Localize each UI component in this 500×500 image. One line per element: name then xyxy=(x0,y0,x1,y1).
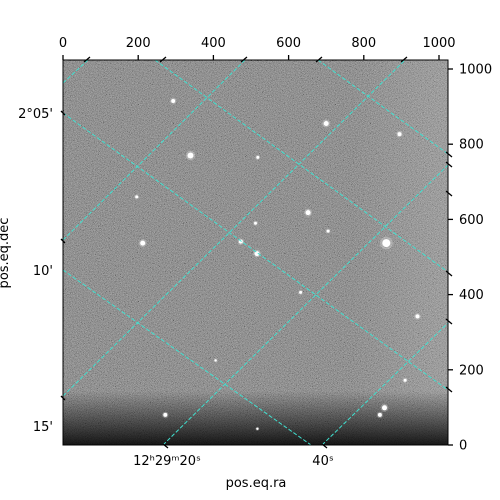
star-point xyxy=(382,405,387,411)
plot-frame xyxy=(62,59,449,446)
pixel-y-tick-label: 0 xyxy=(459,439,467,454)
pixel-y-tick-label: 200 xyxy=(459,363,484,378)
star-point xyxy=(403,378,407,382)
star-point xyxy=(382,239,391,248)
pixel-y-tick-label: 400 xyxy=(459,288,484,303)
dec-tick-label: 10' xyxy=(33,264,53,279)
dec-tick-labels: 2°05' 10' 15' xyxy=(18,107,53,435)
star-point xyxy=(214,359,217,362)
star-field xyxy=(134,97,421,431)
pixel-y-tick-labels: 0 200 400 600 800 1000 xyxy=(459,63,492,454)
dec-grid-line xyxy=(321,322,448,445)
x-axis-label: pos.eq.ra xyxy=(226,476,287,491)
ra-grid-line xyxy=(63,112,448,391)
star-point xyxy=(163,412,168,417)
dec-grid-line xyxy=(63,60,246,241)
pixel-x-tick-label: 1000 xyxy=(422,36,455,51)
pixel-x-tick-label: 600 xyxy=(276,36,301,51)
star-point xyxy=(415,314,420,319)
pixel-x-tick-labels: 0 200 400 600 800 1000 xyxy=(59,36,456,51)
dec-tick-label: 15' xyxy=(33,420,53,435)
star-point xyxy=(256,427,259,430)
pixel-y-tick-label: 1000 xyxy=(459,63,492,78)
ra-tick-label: 12ʰ29ᵐ20ˢ xyxy=(133,454,201,469)
ra-grid-line xyxy=(317,60,448,155)
pixel-x-tick-label: 400 xyxy=(201,36,226,51)
ra-grid-line xyxy=(154,60,448,273)
coordinate-grid xyxy=(63,60,448,445)
pixel-x-tick-label: 0 xyxy=(59,36,67,51)
star-point xyxy=(254,221,257,225)
star-point xyxy=(187,152,194,159)
pixel-x-tick-label: 800 xyxy=(351,36,376,51)
ra-tick-label: 40ˢ xyxy=(312,454,334,469)
dec-grid-line xyxy=(63,60,406,397)
frame-ticks xyxy=(60,55,453,449)
star-point xyxy=(377,412,382,417)
y-axis-label: pos.eq.dec xyxy=(0,218,12,289)
star-point xyxy=(323,121,329,126)
dec-tick-label: 2°05' xyxy=(18,107,53,122)
star-point xyxy=(256,155,260,159)
star-point xyxy=(254,251,260,257)
star-point xyxy=(326,229,330,233)
pixel-y-tick-label: 800 xyxy=(459,138,484,153)
star-point xyxy=(140,240,146,246)
star-point xyxy=(299,290,303,294)
star-point xyxy=(305,210,311,216)
ra-tick-labels: 12ʰ29ᵐ20ˢ 40ˢ xyxy=(133,454,334,469)
star-point xyxy=(171,99,176,103)
star-point xyxy=(397,132,402,137)
star-point xyxy=(135,195,139,199)
dec-grid-line xyxy=(162,164,448,445)
pixel-x-tick-label: 200 xyxy=(126,36,151,51)
ra-grid-line xyxy=(63,269,312,445)
pixel-y-tick-label: 600 xyxy=(459,213,484,228)
